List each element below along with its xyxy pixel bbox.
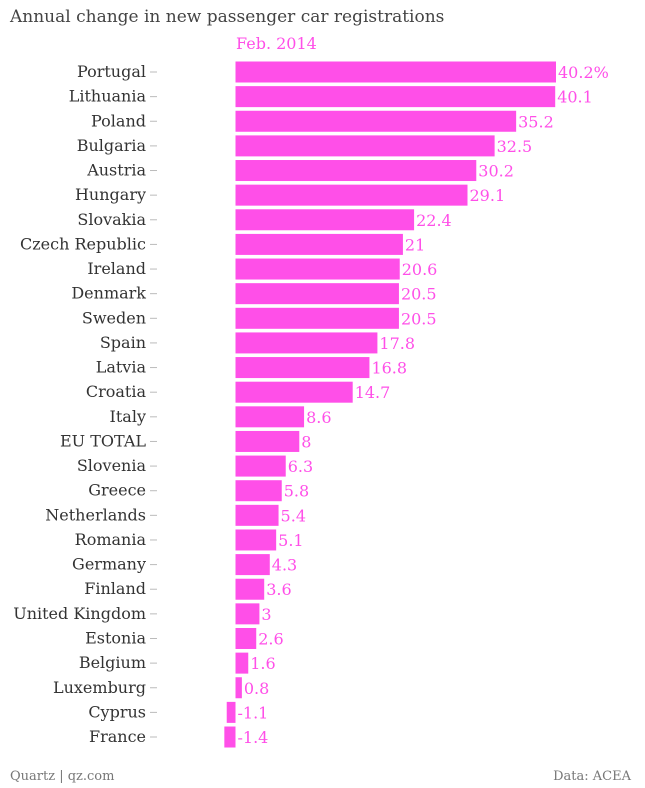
bar: [235, 258, 400, 280]
data-label: 5.8: [284, 482, 309, 501]
bar: [235, 307, 399, 329]
category-label: Portugal: [77, 62, 146, 81]
category-label: Denmark: [71, 284, 146, 303]
data-label: 6.3: [288, 457, 313, 476]
data-label: 40.1: [557, 88, 593, 107]
bar: [235, 283, 399, 305]
category-label: Greece: [88, 481, 146, 500]
data-label: 32.5: [497, 137, 533, 156]
bar: [235, 578, 265, 600]
category-label: Germany: [72, 555, 146, 574]
bar: [235, 627, 257, 649]
bar: [235, 652, 249, 674]
category-label: Ireland: [87, 259, 146, 278]
bar: [235, 357, 370, 379]
category-label: United Kingdom: [13, 604, 146, 623]
bar: [235, 86, 556, 108]
bar: [235, 209, 415, 231]
data-label: 2.6: [258, 629, 283, 648]
data-label: 14.7: [355, 383, 391, 402]
data-label: 35.2: [518, 112, 554, 131]
category-label: Bulgaria: [77, 136, 147, 155]
data-label: 40.2%: [558, 63, 609, 82]
category-label: Estonia: [85, 628, 146, 647]
data-label: 4.3: [272, 556, 297, 575]
bar: [235, 332, 378, 354]
data-label: 8.6: [306, 408, 331, 427]
data-label: 30.2: [478, 162, 514, 181]
bar: [235, 504, 279, 526]
footer-source-left: Quartz | qz.com: [10, 769, 115, 784]
bar: [235, 110, 517, 132]
data-label: 21: [405, 235, 425, 254]
bar: [235, 480, 282, 502]
data-label: 8: [301, 432, 311, 451]
bar: [235, 135, 495, 157]
category-label: Italy: [110, 407, 146, 426]
category-label: France: [89, 727, 146, 746]
bar: [235, 233, 403, 255]
bar: [235, 455, 286, 477]
footer-source-right: Data: ACEA: [553, 769, 631, 784]
data-label: 20.6: [402, 260, 438, 279]
category-label: Sweden: [82, 308, 146, 327]
category-label: Luxemburg: [53, 678, 146, 697]
data-label: 29.1: [470, 186, 506, 205]
data-label: 20.5: [401, 309, 437, 328]
data-label: 0.8: [244, 679, 269, 698]
data-label: 3.6: [266, 580, 291, 599]
category-label: Poland: [91, 111, 146, 130]
category-label: Czech Republic: [20, 234, 146, 253]
bar: [235, 381, 353, 403]
category-label: EU TOTAL: [60, 431, 146, 450]
bar: [235, 61, 556, 83]
category-label: Belgium: [79, 653, 146, 672]
bar: [235, 529, 277, 551]
category-label: Cyprus: [88, 702, 146, 721]
bar: [226, 701, 236, 723]
series-label: Feb. 2014: [236, 34, 317, 53]
bar: [235, 677, 242, 699]
category-label: Slovenia: [77, 456, 147, 475]
category-label: Spain: [100, 333, 146, 352]
data-label: 16.8: [371, 359, 407, 378]
bar: [235, 160, 477, 182]
bar: [235, 430, 300, 452]
bar: [235, 603, 260, 625]
category-label: Netherlands: [45, 505, 146, 524]
data-label: 3: [261, 605, 271, 624]
bar: [235, 406, 305, 428]
bar: [235, 554, 270, 576]
chart-title: Annual change in new passenger car regis…: [10, 7, 445, 27]
category-label: Austria: [86, 161, 146, 180]
category-label: Lithuania: [69, 87, 147, 106]
bar: [235, 184, 468, 206]
data-label: -1.1: [238, 703, 269, 722]
data-label: 1.6: [250, 654, 275, 673]
category-label: Romania: [75, 530, 147, 549]
category-label: Slovakia: [77, 210, 146, 229]
data-label: 22.4: [416, 211, 452, 230]
category-label: Croatia: [86, 382, 147, 401]
bar: [224, 726, 236, 748]
category-label: Finland: [84, 579, 146, 598]
data-label: 20.5: [401, 285, 437, 304]
data-label: -1.4: [238, 728, 269, 747]
category-label: Hungary: [75, 185, 146, 204]
data-label: 17.8: [379, 334, 415, 353]
data-label: 5.1: [278, 531, 303, 550]
data-label: 5.4: [281, 506, 306, 525]
category-label: Latvia: [96, 358, 147, 377]
